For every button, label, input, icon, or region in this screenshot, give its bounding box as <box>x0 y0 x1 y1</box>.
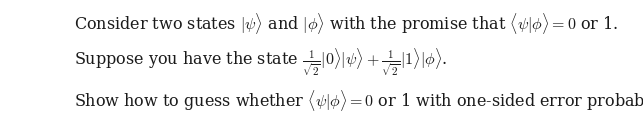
Text: Suppose you have the state $\frac{1}{\sqrt{2}}|0\rangle|\psi\rangle + \frac{1}{\: Suppose you have the state $\frac{1}{\sq… <box>74 46 447 78</box>
Text: Consider two states $|\psi\rangle$ and $|\phi\rangle$ with the promise that $\la: Consider two states $|\psi\rangle$ and $… <box>74 12 619 36</box>
Text: Show how to guess whether $\langle\psi|\phi\rangle = 0$ or 1 with one-sided erro: Show how to guess whether $\langle\psi|\… <box>74 88 643 113</box>
